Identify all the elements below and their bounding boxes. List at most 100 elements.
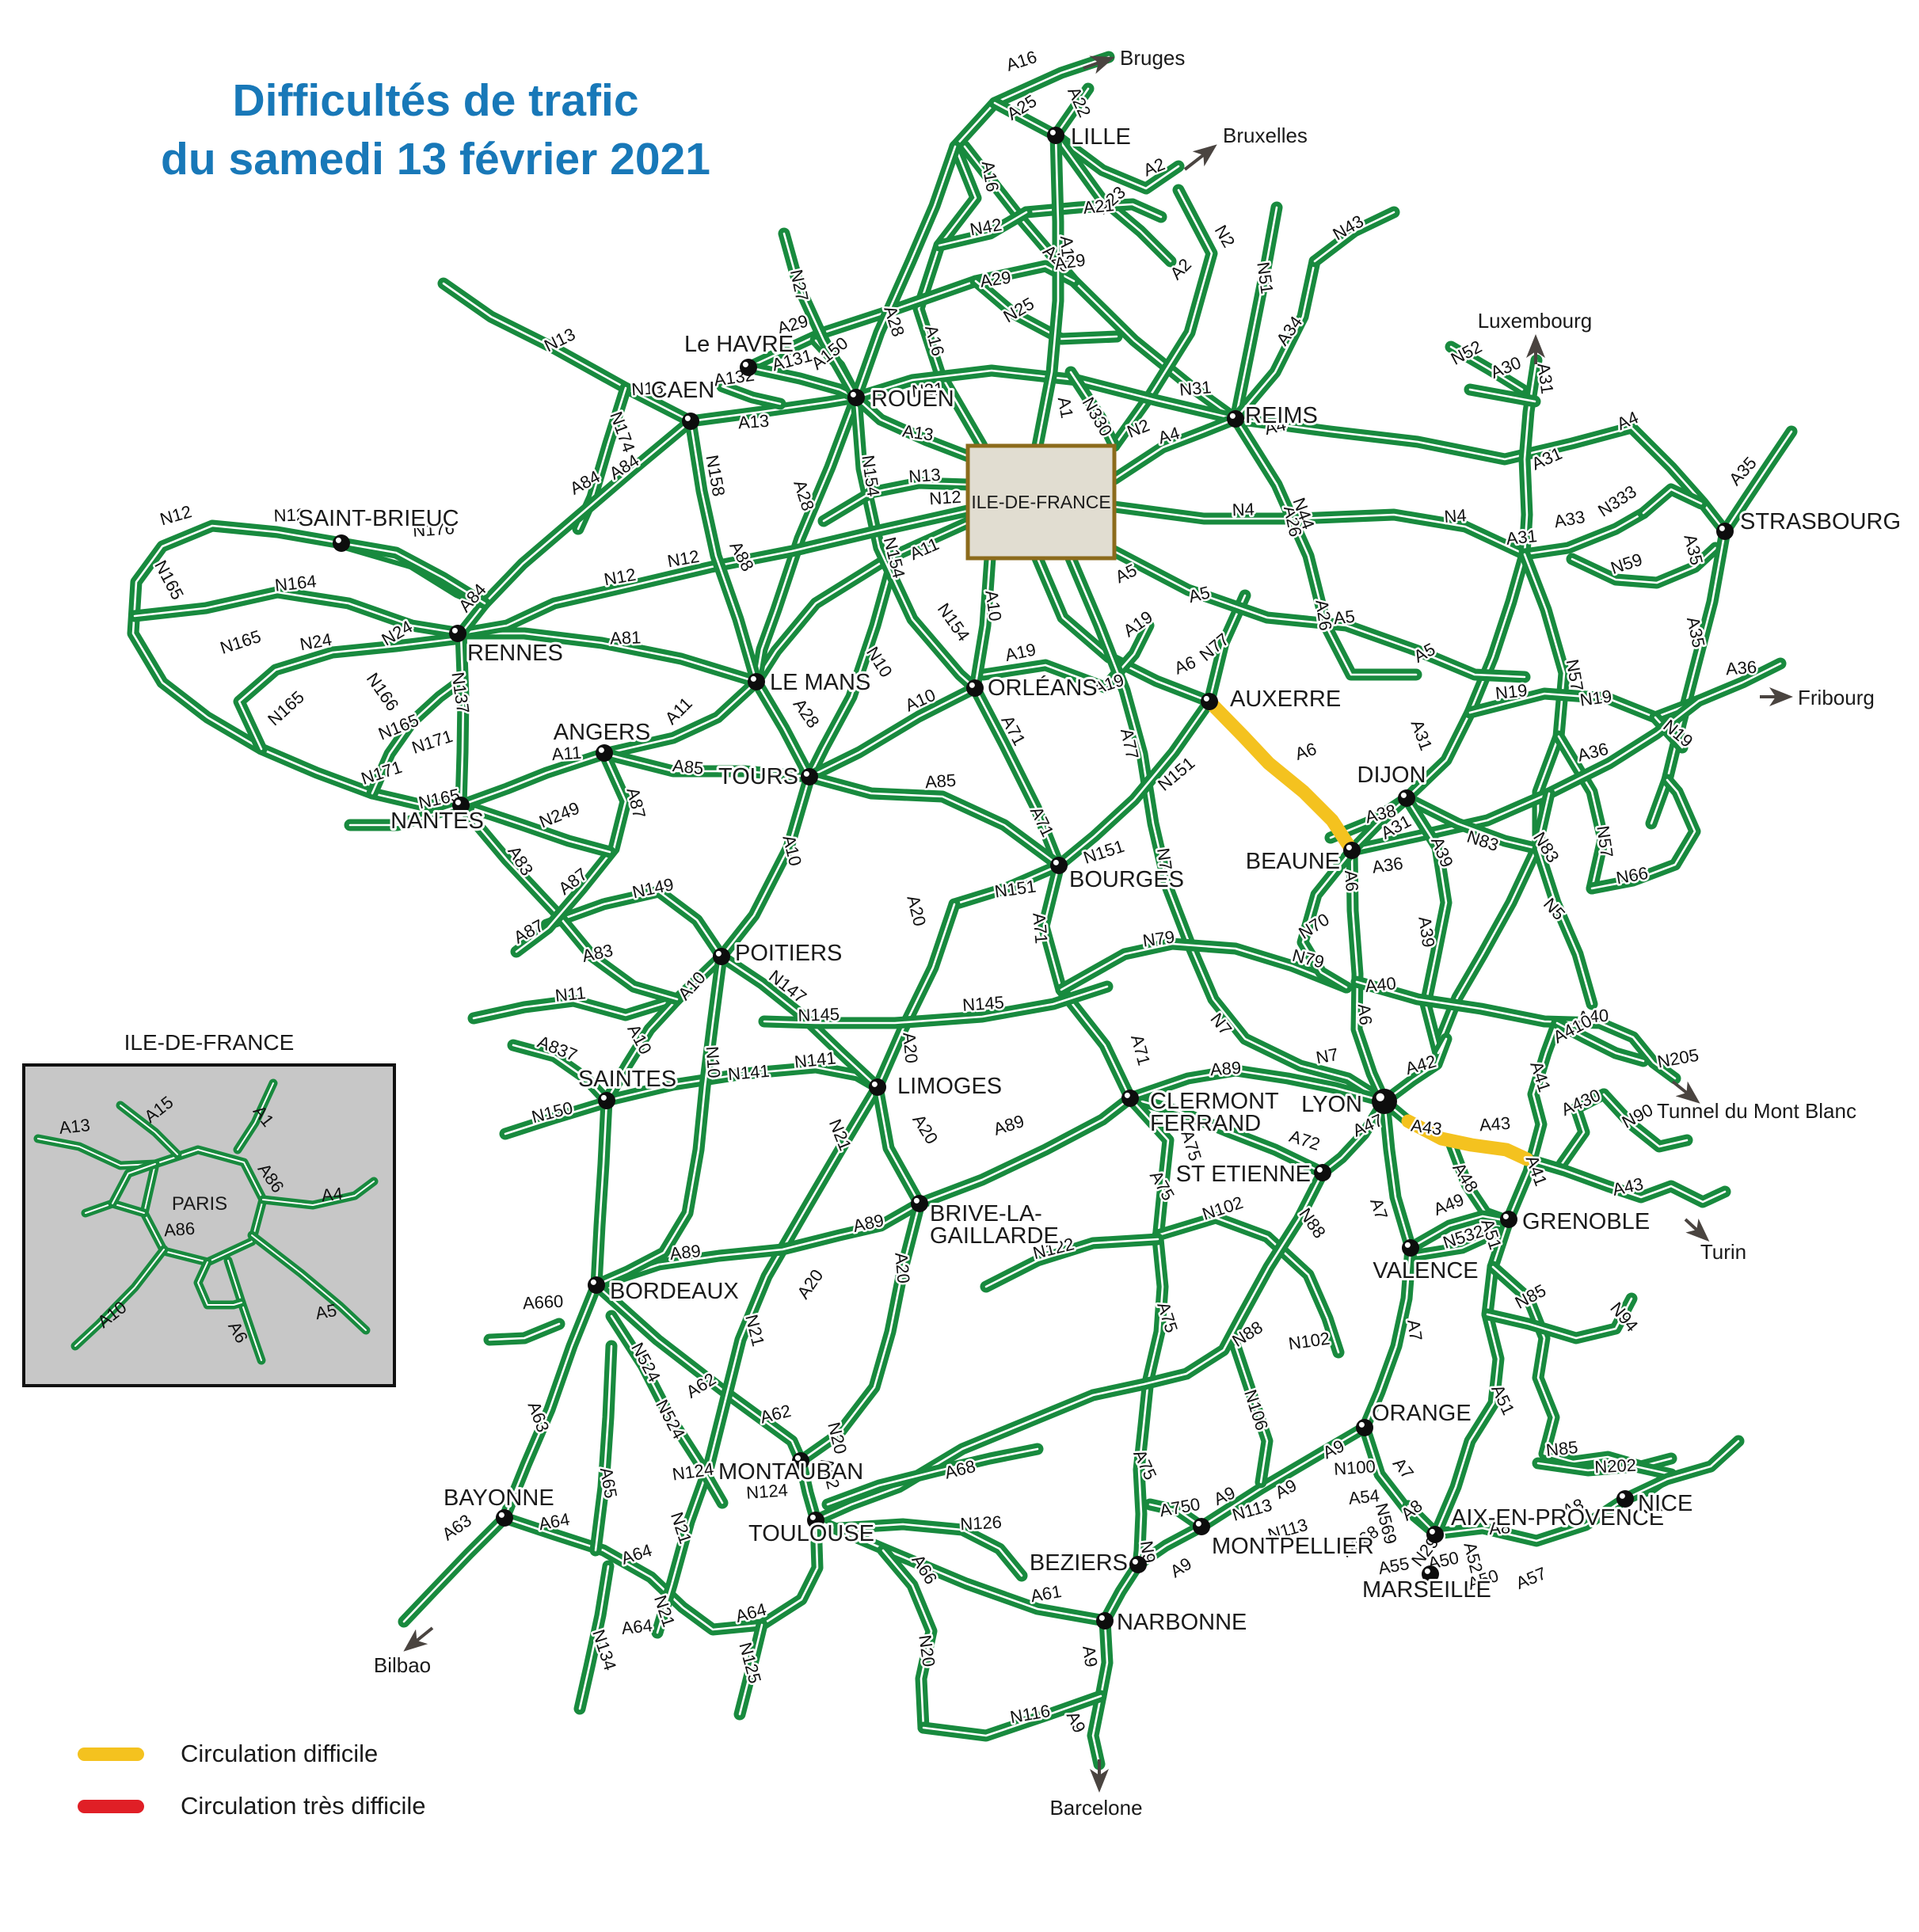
road-n12-ouest [455, 504, 974, 640]
road-a68 [821, 1443, 1044, 1511]
page-title-line2: du samedi 13 février 2021 [161, 134, 710, 185]
city-le-havre: Le HAVRE [682, 329, 796, 376]
city-lille: LILLE [1047, 122, 1133, 152]
road-n21 [651, 1081, 884, 1639]
road-label-a28: A28 [790, 477, 818, 513]
road-a63-sud [398, 1512, 511, 1628]
city-dot-highlight [1502, 1213, 1509, 1219]
city-st-etienne: ST ETIENNE [1174, 1159, 1331, 1189]
road-label-a39: A39 [1427, 834, 1457, 870]
road-label-a16: A16 [978, 159, 1003, 193]
city-nice: NICE [1616, 1489, 1695, 1519]
city-bourges: BOURGES [1050, 857, 1186, 895]
road-label-n12: N12 [928, 487, 961, 509]
city-dot-lille [1047, 127, 1064, 144]
road-label-a64: A64 [620, 1615, 653, 1638]
city-dot-angers [596, 744, 613, 762]
city-label-caen: CAEN [651, 378, 715, 403]
city-tours: TOURS [716, 762, 818, 792]
road-n10-tours [803, 548, 901, 783]
arrow-icon [1183, 144, 1217, 171]
road-a10-niort [600, 950, 728, 1107]
road-label-a54: A54 [1347, 1485, 1380, 1508]
road-a85-ouest [598, 747, 816, 783]
road-n42 [933, 206, 1033, 252]
city-dot-highlight [590, 1279, 596, 1285]
road-a410 [1551, 1017, 1650, 1067]
city-caen: CAEN [649, 375, 717, 430]
legend: Circulation difficile Circulation très di… [78, 1728, 426, 1832]
inset-road-label-a86: A86 [163, 1219, 196, 1241]
road-n158 [684, 415, 763, 688]
road-n57-sud [1552, 730, 1609, 895]
road-label-a63: A63 [438, 1510, 474, 1544]
road-label-a83: A83 [504, 842, 537, 879]
road-a4-ouest [1108, 413, 1242, 485]
city-dot-strasbourg [1716, 523, 1734, 540]
road-label-n154: N154 [934, 599, 974, 645]
road-a25 [988, 97, 1062, 142]
road-label-a72: A72 [1287, 1126, 1323, 1154]
road-label-a5: A5 [1333, 607, 1356, 629]
external-label-tunnel-du-mont-blanc: Tunnel du Mont Blanc [1657, 1099, 1856, 1123]
road-n94 [1481, 1292, 1638, 1344]
inset-title: ILE-DE-FRANCE [124, 1030, 295, 1055]
road-n137 [455, 627, 470, 812]
road-a72 [1124, 1092, 1329, 1179]
road-label-n171: N171 [409, 726, 455, 758]
road-label-n12: N12 [273, 504, 306, 525]
city-label-lille: LILLE [1071, 124, 1131, 150]
road-n122 [980, 1233, 1164, 1293]
road-label-a29: A29 [979, 267, 1012, 291]
city-label-poitiers: POITIERS [735, 941, 842, 966]
road-label-a16: A16 [921, 323, 948, 358]
road-label-a33: A33 [1552, 507, 1586, 531]
city-dot-nice [1616, 1490, 1634, 1508]
city-narbonne: NARBONNE [1096, 1607, 1249, 1637]
road-n145 [758, 980, 1114, 1029]
road-label-n83: N83 [1464, 827, 1501, 855]
external-tunnel-du-mont-blanc: Tunnel du Mont Blanc [1657, 1080, 1856, 1123]
cities: LILLE ROUEN Le HAVRE CAEN SAINT-BRIEUC RENNES… [295, 122, 1903, 1637]
external-bruges: Bruges [1083, 46, 1185, 74]
road-n333 [1637, 483, 1708, 519]
city-label-beziers: BEZIERS [1030, 1550, 1128, 1576]
inset-road-a5 [247, 1230, 371, 1335]
road-n149 [540, 885, 728, 963]
road-label-n165: N165 [150, 557, 188, 603]
city-dot-highlight [1098, 1614, 1105, 1621]
city-dot-rouen [847, 389, 865, 406]
city-dot-highlight [498, 1512, 504, 1518]
road-n4 [1108, 500, 1531, 561]
road-label-a9: A9 [1167, 1554, 1195, 1581]
road-a51 [1430, 1215, 1514, 1540]
city-label-auxerre: AUXERRE [1230, 686, 1341, 712]
road-n27 [778, 227, 862, 404]
city-label-saint-brieuc: SAINT-BRIEUC [298, 506, 459, 531]
road-a6-sud [1346, 844, 1391, 1108]
road-label-a11: A11 [551, 743, 582, 765]
road-label-a55: A55 [1376, 1554, 1411, 1578]
road-label-a16: A16 [1003, 47, 1039, 75]
road-a36 [1346, 657, 1787, 857]
road-n2 [1108, 184, 1218, 452]
city-bordeaux: BORDEAUX [588, 1276, 741, 1306]
city-dot-highlight [742, 361, 748, 367]
road-label-n116: N116 [1008, 1701, 1052, 1727]
road-label-n31: N31 [1178, 377, 1212, 399]
legend-swatch-tres-difficile [78, 1799, 144, 1813]
road-a660 [483, 1318, 565, 1346]
legend-label-tres-difficile: Circulation très difficile [181, 1792, 426, 1820]
city-label-montauban: MONTAUBAN [718, 1459, 863, 1485]
road-a30 [1464, 383, 1541, 408]
arrow-icon [1684, 1218, 1710, 1242]
road-n151 [1053, 695, 1216, 872]
road-a8 [1402, 1435, 1745, 1547]
road-label-n330: N330 [1079, 394, 1117, 439]
city-label-angers: ANGERS [554, 720, 650, 745]
road-n134 [573, 1560, 615, 1715]
road-label-a20: A20 [899, 1032, 921, 1064]
city-dot-st-etienne [1314, 1164, 1331, 1181]
road-label-a31: A31 [1505, 526, 1538, 549]
legend-item-tres-difficile: Circulation très difficile [78, 1780, 426, 1832]
